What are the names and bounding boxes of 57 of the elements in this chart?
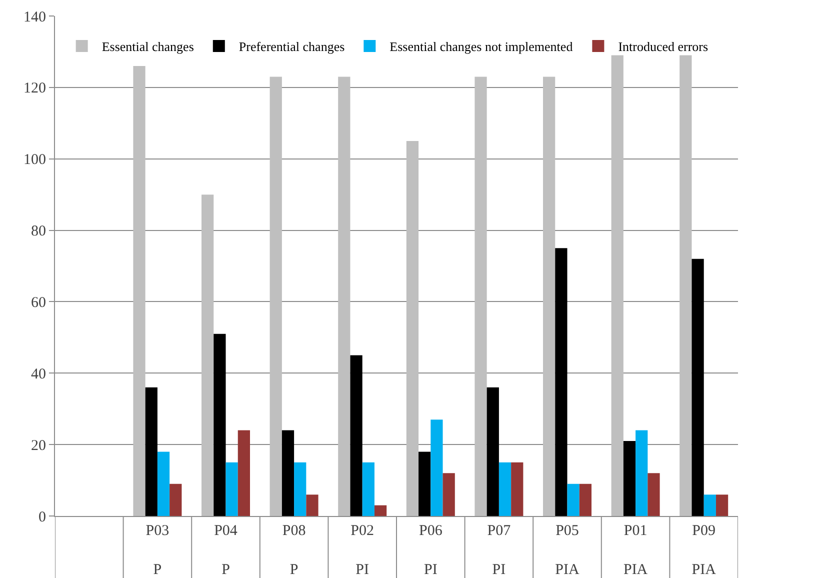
bar xyxy=(555,248,568,516)
bar xyxy=(579,484,592,516)
bar xyxy=(474,76,487,516)
y-tick-label: 120 xyxy=(24,80,46,97)
bar xyxy=(145,387,158,516)
category-label: P02 PI xyxy=(350,523,374,578)
bar xyxy=(567,484,580,516)
y-tick-label: 0 xyxy=(38,509,46,526)
bar xyxy=(133,66,146,516)
bar xyxy=(170,484,182,516)
bar xyxy=(611,55,624,516)
bar xyxy=(442,473,455,516)
bar xyxy=(430,420,443,516)
y-tick-label: 80 xyxy=(31,224,46,240)
legend-label: Essential changes not implemented xyxy=(390,39,574,54)
bar xyxy=(338,76,350,516)
bar xyxy=(692,258,704,516)
bar xyxy=(270,76,282,516)
category-label: P05 PIA xyxy=(555,523,580,578)
bar xyxy=(704,494,716,516)
bar xyxy=(226,462,238,516)
y-tick-label: 20 xyxy=(31,438,46,454)
category-label: P01 PIA xyxy=(623,523,648,578)
y-tick-label: 40 xyxy=(31,366,46,382)
category-label: P06 PI xyxy=(418,523,442,578)
bar xyxy=(306,494,318,516)
category-label: P09 PIA xyxy=(692,523,716,578)
bar xyxy=(214,334,226,516)
legend-label: Essential changes xyxy=(102,39,194,54)
y-tick-label: 60 xyxy=(31,294,46,311)
bar xyxy=(294,462,306,516)
category-label: P07 PI xyxy=(487,523,511,578)
legend-label: Preferential changes xyxy=(238,39,345,54)
bar xyxy=(511,462,524,516)
bar xyxy=(543,76,556,516)
bar xyxy=(680,55,692,516)
bar xyxy=(202,194,214,516)
bar xyxy=(636,430,648,516)
bar xyxy=(623,441,636,516)
bar xyxy=(362,462,374,516)
bar xyxy=(486,387,499,516)
legend-label: Introduced errors xyxy=(618,39,708,54)
category-label: P04 P xyxy=(214,523,238,578)
bar xyxy=(648,473,660,516)
bar xyxy=(238,430,250,516)
bar xyxy=(282,430,294,516)
bar xyxy=(418,452,431,516)
category-label: P08 P xyxy=(282,523,306,578)
y-tick-label: 140 xyxy=(24,9,46,26)
bar xyxy=(498,462,512,516)
bar xyxy=(374,505,387,516)
category-label: P03 P xyxy=(146,523,170,578)
bar xyxy=(716,494,728,516)
bar xyxy=(157,452,170,516)
bar xyxy=(350,355,362,516)
bar xyxy=(406,141,419,516)
y-tick-label: 100 xyxy=(24,152,46,168)
